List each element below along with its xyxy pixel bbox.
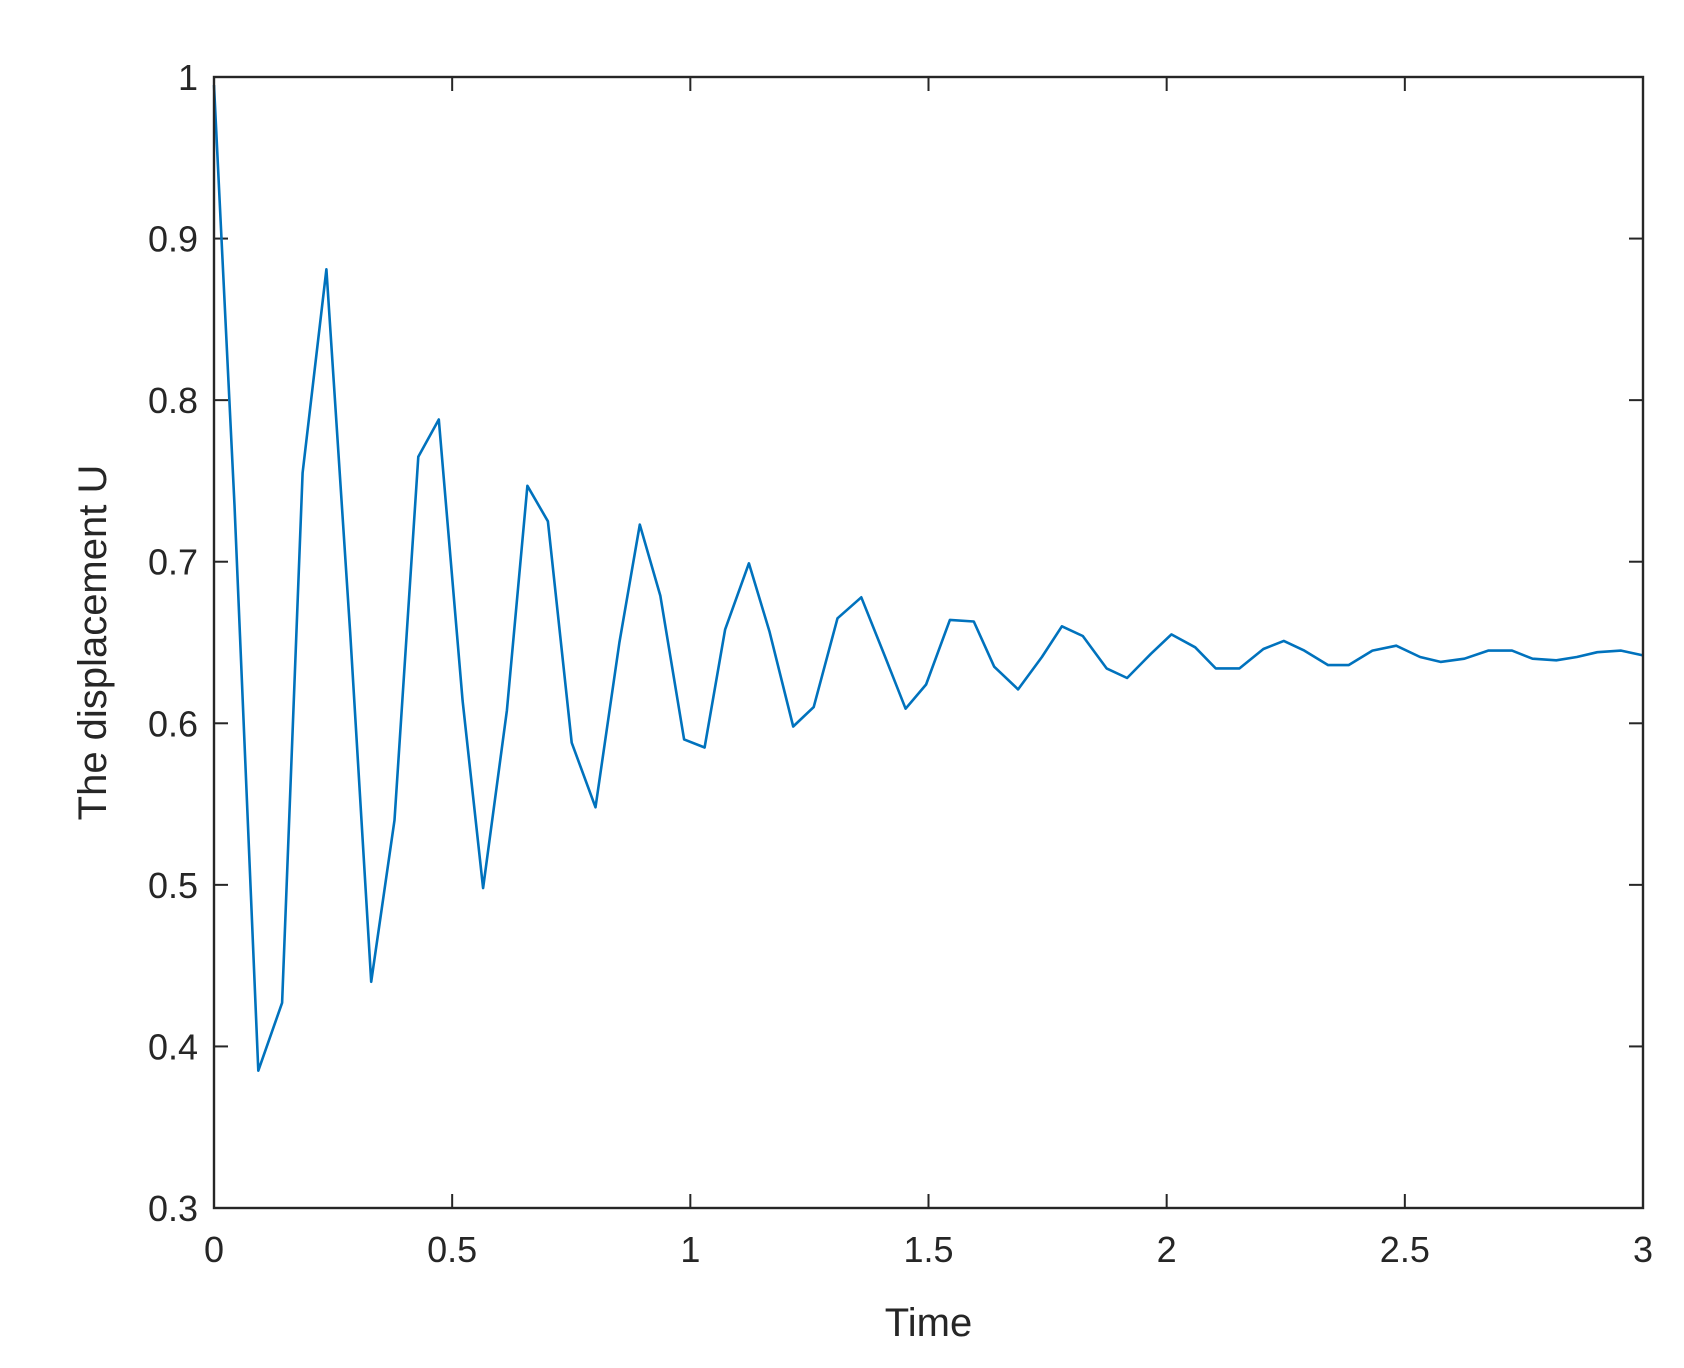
y-tick-label: 0.3 [148,1188,198,1229]
x-tick-label: 2 [1157,1229,1177,1270]
plot-area [214,77,1643,1208]
y-tick-label: 0.7 [148,542,198,583]
y-tick-labels: 0.3 0.4 0.5 0.6 0.7 0.8 0.9 1 [148,57,198,1229]
y-tick-label: 0.6 [148,703,198,744]
y-tick-label: 0.4 [148,1026,198,1067]
y-tick-label: 0.9 [148,219,198,260]
displacement-series-line [212,85,1644,1072]
y-tick-label: 0.8 [148,380,198,421]
x-tick-label: 0.5 [427,1229,477,1270]
x-tick-label: 2.5 [1380,1229,1430,1270]
x-tick-label: 1.5 [903,1229,953,1270]
axes-box [212,75,1645,1210]
x-tick-labels: 0 0.5 1 1.5 2 2.5 3 [204,1229,1653,1270]
y-tick-label: 0.5 [148,865,198,906]
x-axis-label: Time [885,1301,972,1345]
y-axis-label: The displacement U [71,465,115,821]
x-tick-label: 0 [204,1229,224,1270]
y-tick-label: 1 [178,57,198,98]
x-tick-label: 1 [680,1229,700,1270]
x-tick-label: 3 [1633,1229,1653,1270]
